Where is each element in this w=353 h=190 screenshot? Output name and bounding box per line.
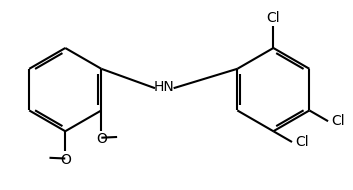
Text: O: O — [96, 132, 107, 146]
Text: Cl: Cl — [295, 135, 309, 149]
Text: O: O — [60, 153, 71, 167]
Text: Cl: Cl — [267, 11, 280, 25]
Text: HN: HN — [154, 80, 175, 94]
Text: Cl: Cl — [331, 114, 345, 128]
